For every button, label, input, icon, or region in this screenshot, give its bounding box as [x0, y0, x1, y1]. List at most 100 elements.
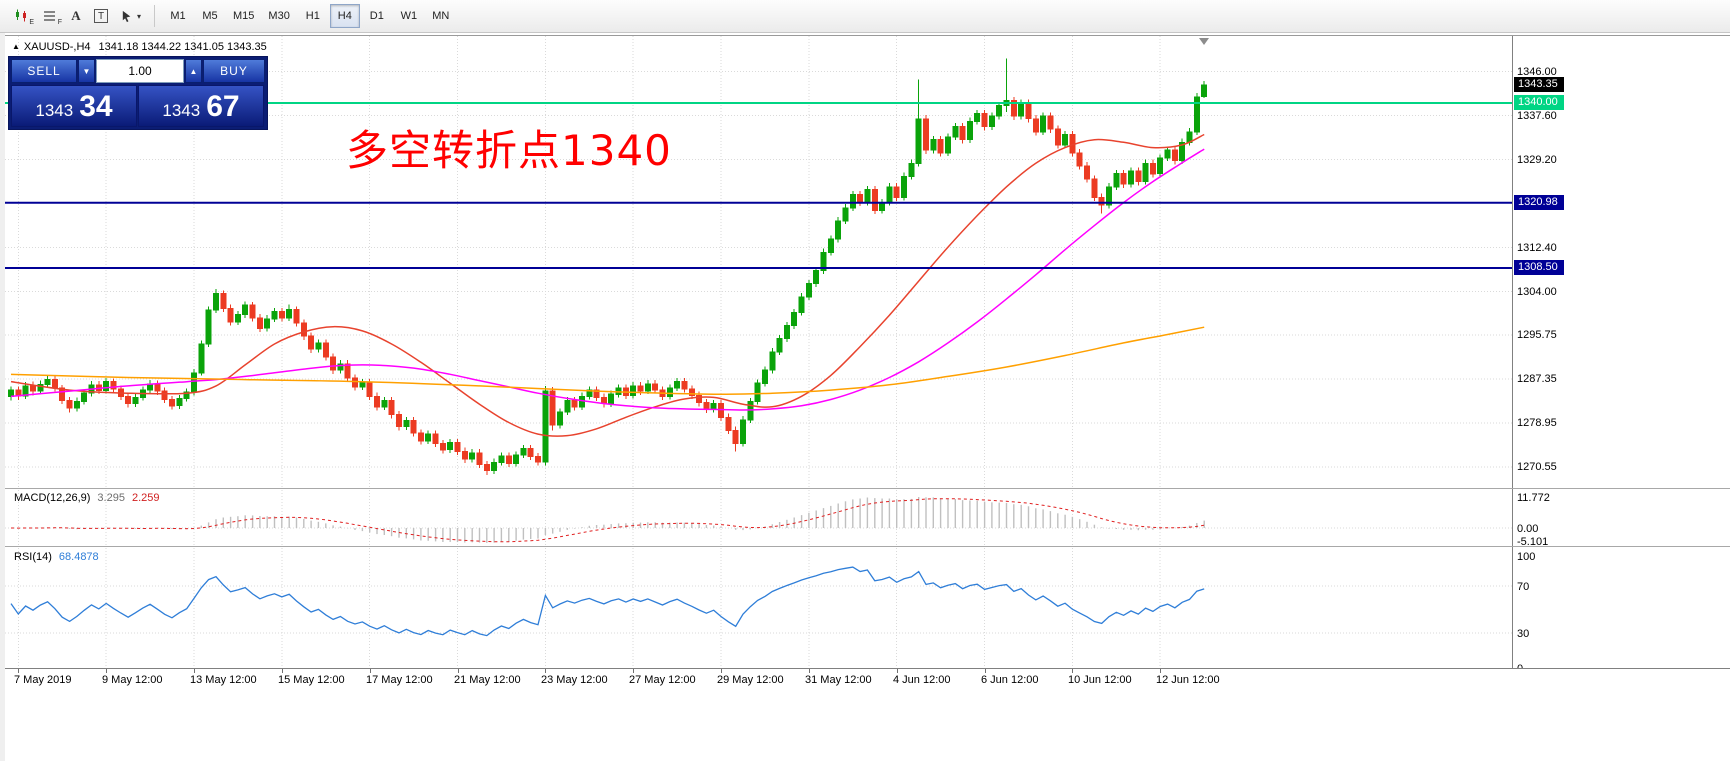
volume-input[interactable]: [96, 59, 184, 83]
time-tick: [897, 669, 898, 673]
price-axis-label: 1304.00: [1517, 285, 1557, 298]
price-axis-label: 1270.55: [1517, 460, 1557, 473]
time-axis-label: 27 May 12:00: [629, 674, 696, 686]
time-axis-label: 13 May 12:00: [190, 674, 257, 686]
time-tick: [1160, 669, 1161, 673]
buy-price-display[interactable]: 1343 67: [138, 85, 264, 127]
current-price-badge: 1343.35: [1514, 77, 1564, 93]
chevron-down-icon: ▼: [82, 66, 91, 76]
symbol-title: ▲ XAUUSD-,H4 1341.18 1344.22 1341.05 1343.…: [12, 41, 267, 53]
time-axis-label: 29 May 12:00: [717, 674, 784, 686]
cursor-tool-button[interactable]: ▾: [114, 4, 147, 28]
chart-shift-marker[interactable]: [1199, 38, 1209, 45]
ohlc-values: 1341.18 1344.22 1341.05 1343.35: [98, 41, 267, 53]
price-axis-label: 1346.00: [1517, 65, 1557, 78]
timeframe-button-h4[interactable]: H4: [329, 4, 360, 28]
timeframe-button-mn[interactable]: MN: [426, 4, 456, 28]
panel-splitter[interactable]: [5, 546, 1730, 547]
rsi-name: RSI(14): [14, 551, 52, 563]
window-left-edge: [0, 33, 5, 761]
price-axis-label: 1337.60: [1517, 109, 1557, 122]
buy-price-main: 1343: [162, 101, 201, 120]
timeframe-button-m30[interactable]: M30: [262, 4, 295, 28]
time-tick: [1072, 669, 1073, 673]
buy-price-pips: 67: [206, 90, 240, 123]
time-tick: [721, 669, 722, 673]
top-toolbar: E F A T ▾ M1 M5 M15 M30 H1 H4 D1 W1 MN: [0, 0, 1730, 33]
chart-annotation-text: 多空转折点1340: [346, 126, 672, 175]
time-tick: [985, 669, 986, 673]
macd-axis-label: -5.101: [1517, 536, 1549, 549]
time-axis-label: 21 May 12:00: [454, 674, 521, 686]
sell-price-main: 1343: [35, 101, 74, 120]
trade-prices-row: 1343 34 1343 67: [11, 85, 265, 127]
candlestick-chart-button[interactable]: E: [8, 4, 36, 28]
macd-name: MACD(12,26,9): [14, 492, 91, 504]
volume-dropdown-button[interactable]: ▼: [78, 59, 95, 83]
time-tick: [809, 669, 810, 673]
one-click-trading-panel: SELL ▼ ▲ BUY 1343 34 1343 67: [8, 56, 268, 130]
rsi-axis-label: 70: [1517, 580, 1530, 593]
timeframe-button-h1[interactable]: H1: [298, 4, 328, 28]
sell-button[interactable]: SELL: [11, 59, 77, 83]
panel-splitter[interactable]: [5, 488, 1730, 489]
time-axis-label: 7 May 2019: [14, 674, 72, 686]
price-axis: 1346.00 1337.60 1329.20 1312.40 1304.00 1295.…: [1512, 36, 1730, 675]
macd-axis-label: 11.772: [1517, 492, 1550, 504]
macd-axis-label: 0.00: [1517, 523, 1539, 535]
candlestick-chart-icon: [16, 9, 26, 22]
time-axis-label: 31 May 12:00: [805, 674, 872, 686]
cursor-dropdown-icon: ▾: [137, 11, 142, 21]
rsi-label: RSI(14) 68.4878: [14, 551, 106, 563]
sell-price-display[interactable]: 1343 34: [11, 85, 137, 127]
icon-badge: F: [57, 19, 62, 26]
timeframe-button-m15[interactable]: M15: [227, 4, 260, 28]
timeframe-toolbar: M1 M5 M15 M30 H1 H4 D1 W1 MN: [162, 4, 457, 28]
text-label-button[interactable]: T: [88, 4, 114, 28]
buy-button[interactable]: BUY: [203, 59, 265, 83]
time-axis-label: 12 Jun 12:00: [1156, 674, 1220, 686]
rsi-canvas[interactable]: [5, 548, 1512, 668]
time-tick: [282, 669, 283, 673]
time-axis: 7 May 2019 9 May 12:00 13 May 12:00 15 May …: [5, 668, 1730, 690]
chevron-up-icon: ▲: [189, 66, 198, 76]
time-axis-label: 23 May 12:00: [541, 674, 608, 686]
time-tick: [370, 669, 371, 673]
sell-price-pips: 34: [79, 90, 113, 123]
time-tick: [18, 669, 19, 673]
level-price-badge: 1320.98: [1514, 194, 1564, 210]
symbol-name: XAUUSD-,H4: [23, 41, 91, 53]
rsi-axis-label: 30: [1517, 627, 1530, 640]
price-axis-label: 1329.20: [1517, 153, 1557, 166]
timeframe-button-w1[interactable]: W1: [394, 4, 424, 28]
time-tick: [458, 669, 459, 673]
timeframe-button-m1[interactable]: M1: [163, 4, 193, 28]
chart-lines-button[interactable]: F: [36, 4, 64, 28]
timeframe-button-m5[interactable]: M5: [195, 4, 225, 28]
time-axis-label: 17 May 12:00: [366, 674, 433, 686]
text-label-icon: T: [94, 9, 108, 23]
time-tick: [106, 669, 107, 673]
macd-canvas[interactable]: [5, 490, 1512, 546]
text-annotation-button[interactable]: A: [64, 4, 88, 28]
timeframe-button-d1[interactable]: D1: [362, 4, 392, 28]
price-axis-label: 1312.40: [1517, 241, 1557, 254]
time-axis-label: 6 Jun 12:00: [981, 674, 1039, 686]
time-axis-label: 9 May 12:00: [102, 674, 163, 686]
rsi-axis-label: 100: [1517, 551, 1536, 563]
time-tick: [194, 669, 195, 673]
price-axis-label: 1295.75: [1517, 328, 1557, 341]
chart-lines-icon: [44, 11, 55, 21]
macd-main-value: 3.295: [97, 492, 125, 504]
time-axis-label: 15 May 12:00: [278, 674, 345, 686]
price-axis-label: 1287.35: [1517, 372, 1557, 385]
chart-top-border: [5, 35, 1730, 36]
symbol-collapse-icon[interactable]: ▲: [12, 42, 20, 51]
price-axis-label: 1278.95: [1517, 416, 1557, 429]
volume-increase-button[interactable]: ▲: [185, 59, 202, 83]
time-tick: [545, 669, 546, 673]
macd-label: MACD(12,26,9) 3.295 2.259: [14, 492, 166, 504]
time-tick: [633, 669, 634, 673]
macd-signal-value: 2.259: [131, 492, 160, 504]
rsi-value: 68.4878: [58, 551, 99, 563]
